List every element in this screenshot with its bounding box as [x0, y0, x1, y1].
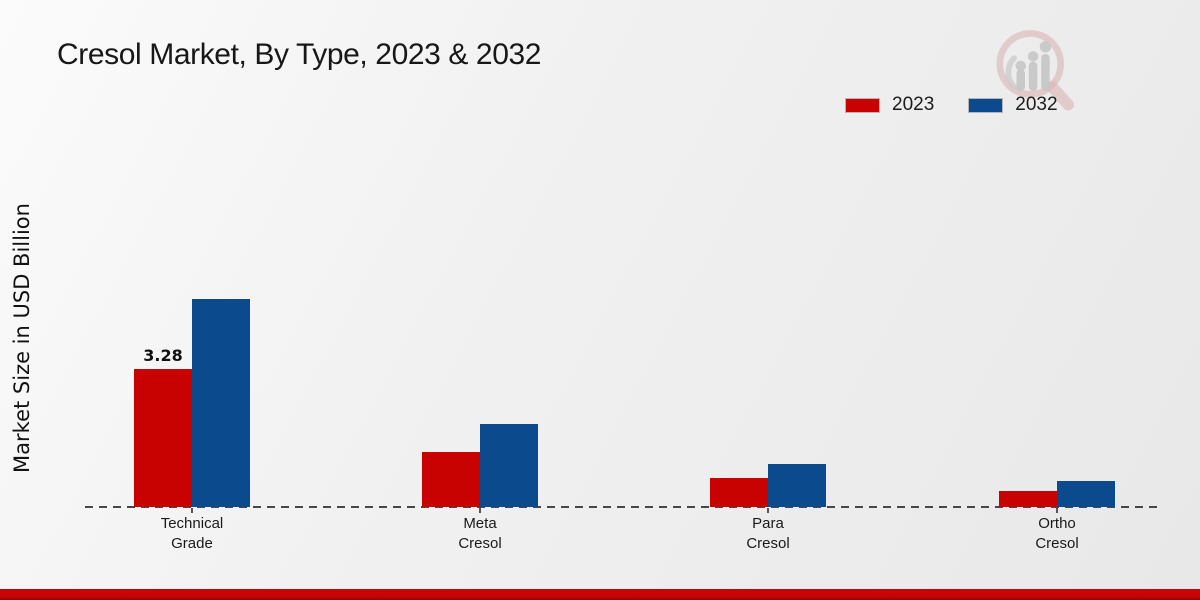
x-axis-label-line: Meta [463, 515, 497, 532]
x-axis-tick [191, 508, 193, 513]
x-axis-label-line: Technical [160, 515, 224, 532]
bar-2032-para-cresol [768, 464, 826, 507]
legend-swatch-2032 [968, 97, 1004, 113]
x-axis-label-line: Para [752, 515, 784, 532]
x-axis-label-line: Ortho [1038, 515, 1076, 532]
x-axis-label-ortho-cresol: Ortho Cresol [987, 514, 1127, 554]
x-axis-label-technical-grade: Technical Grade [122, 514, 262, 554]
x-axis-label-line: Cresol [458, 535, 502, 552]
x-axis-label-line: Cresol [746, 535, 790, 552]
bar-2023-meta-cresol [422, 452, 480, 507]
legend-label-2023: 2023 [892, 94, 935, 115]
x-axis-tick [767, 508, 769, 513]
bar-2023-ortho-cresol [999, 491, 1057, 507]
x-axis-label-meta-cresol: Meta Cresol [410, 514, 550, 554]
chart-title: Cresol Market, By Type, 2023 & 2032 [57, 38, 542, 71]
bar-value-label: 3.28 [143, 346, 183, 365]
footer-accent-bar [0, 589, 1200, 600]
x-axis-label-line: Cresol [1035, 535, 1079, 552]
x-axis-label-para-cresol: Para Cresol [698, 514, 838, 554]
x-axis-label-line: Grade [171, 535, 213, 552]
magnifier-growth-chart-icon [996, 30, 1074, 111]
x-axis-tick [479, 508, 481, 513]
bar-2032-technical-grade [192, 299, 250, 507]
x-axis-tick [1056, 508, 1058, 513]
legend-swatch-2023 [845, 97, 880, 113]
legend-item-2032: 2032 [968, 94, 1058, 116]
bar-2023-technical-grade [134, 369, 192, 507]
bar-2023-para-cresol [710, 478, 768, 507]
bar-2032-ortho-cresol [1057, 481, 1115, 507]
legend: 2023 2032 [845, 94, 1058, 116]
x-axis-baseline [85, 506, 1163, 508]
legend-item-2023: 2023 [845, 94, 934, 116]
legend-label-2032: 2032 [1015, 94, 1058, 115]
bar-2032-meta-cresol [480, 424, 538, 507]
